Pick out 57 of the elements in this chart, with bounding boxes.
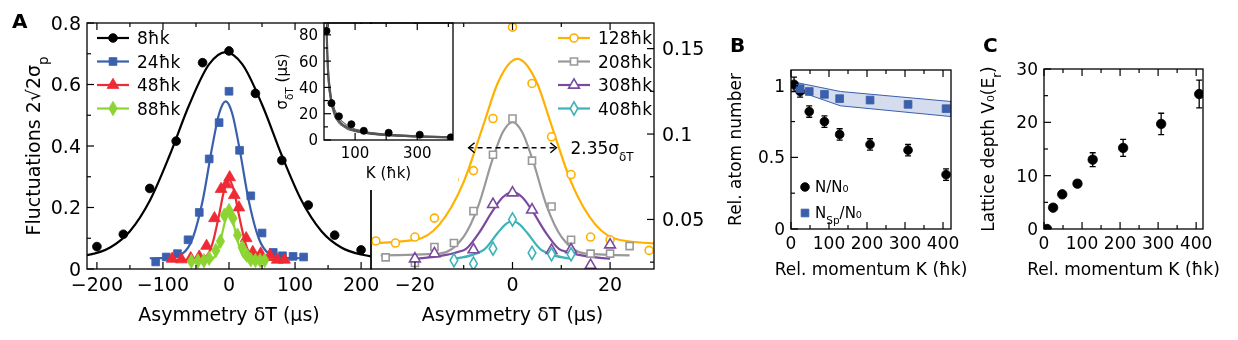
y-tick-label: 0.15 <box>662 37 705 60</box>
text: B <box>730 33 746 57</box>
legend-label: 8ħk <box>137 28 170 49</box>
x-axis-title: Rel. momentum K (ħk) <box>1027 259 1220 279</box>
x-tick-label: 300 <box>402 144 432 162</box>
y-tick-label: 60 <box>298 52 318 71</box>
legend-label: N/N₀ <box>815 178 849 197</box>
x-tick-label: 100 <box>276 273 314 295</box>
x-tick-label: 100 <box>812 233 846 253</box>
legend-label: 408ħk <box>598 98 653 119</box>
x-tick-label: 300 <box>1141 233 1175 253</box>
x-tick-label: −20 <box>394 273 435 295</box>
legend-label: 308ħk <box>598 75 653 96</box>
y-tick-label: 10 <box>1016 165 1038 186</box>
y-tick-label: 0 <box>1027 219 1038 240</box>
y-tick-label: 0 <box>308 131 318 150</box>
y-tick-label: 0 <box>68 257 81 280</box>
x-axis-title: Asymmetry δT (μs) <box>421 303 604 325</box>
y-tick-label: 0.4 <box>50 134 81 157</box>
y-tick-label: 1 <box>774 75 785 96</box>
legend-label: 208ħk <box>598 51 653 72</box>
legend-label: 48ħk <box>137 75 181 96</box>
y-tick-label: 0.8 <box>50 11 81 34</box>
x-tick-label: 100 <box>1065 233 1099 253</box>
x-tick-label: 200 <box>850 233 884 253</box>
y-tick-label: 30 <box>1016 59 1038 80</box>
y-tick-label: 0.05 <box>662 208 705 231</box>
x-tick-label: 300 <box>888 233 922 253</box>
y-tick-label: 20 <box>1016 112 1038 133</box>
y-tick-label: 0.5 <box>757 147 785 168</box>
x-tick-label: 0 <box>506 273 519 295</box>
x-tick-label: −100 <box>136 273 190 295</box>
legend-label: N$_{Sp}$/N₀ <box>815 204 862 227</box>
y-tick-label: 0.1 <box>662 122 693 145</box>
text: A <box>12 9 28 33</box>
x-axis-title: Asymmetry δT (μs) <box>138 303 320 325</box>
y-tick-label: 0.2 <box>50 196 81 219</box>
x-axis-title: K (ħk) <box>365 164 412 182</box>
x-tick-label: 400 <box>926 233 960 253</box>
x-axis-title: Rel. momentum K (ħk) <box>774 259 968 279</box>
x-tick-label: 100 <box>340 144 370 162</box>
legend-label: 88ħk <box>137 98 181 119</box>
legend-label: 24ħk <box>137 51 181 72</box>
y-tick-label: 20 <box>298 105 318 124</box>
annotation: 2.35σ$_{δT}$ <box>570 137 635 164</box>
x-tick-label: 400 <box>1179 233 1213 253</box>
legend-label: 128ħk <box>598 28 653 49</box>
y-tick-label: 0 <box>774 219 785 240</box>
x-tick-label: 20 <box>597 273 623 295</box>
x-tick-label: 200 <box>1103 233 1137 253</box>
x-tick-label: 200 <box>342 273 380 295</box>
y-axis-title: Rel. atom number <box>725 73 745 226</box>
y-tick-label: 40 <box>298 78 318 97</box>
text: C <box>983 33 998 57</box>
y-tick-label: 80 <box>298 26 318 45</box>
y-tick-label: 0.6 <box>50 73 81 96</box>
x-tick-label: 0 <box>222 273 236 295</box>
